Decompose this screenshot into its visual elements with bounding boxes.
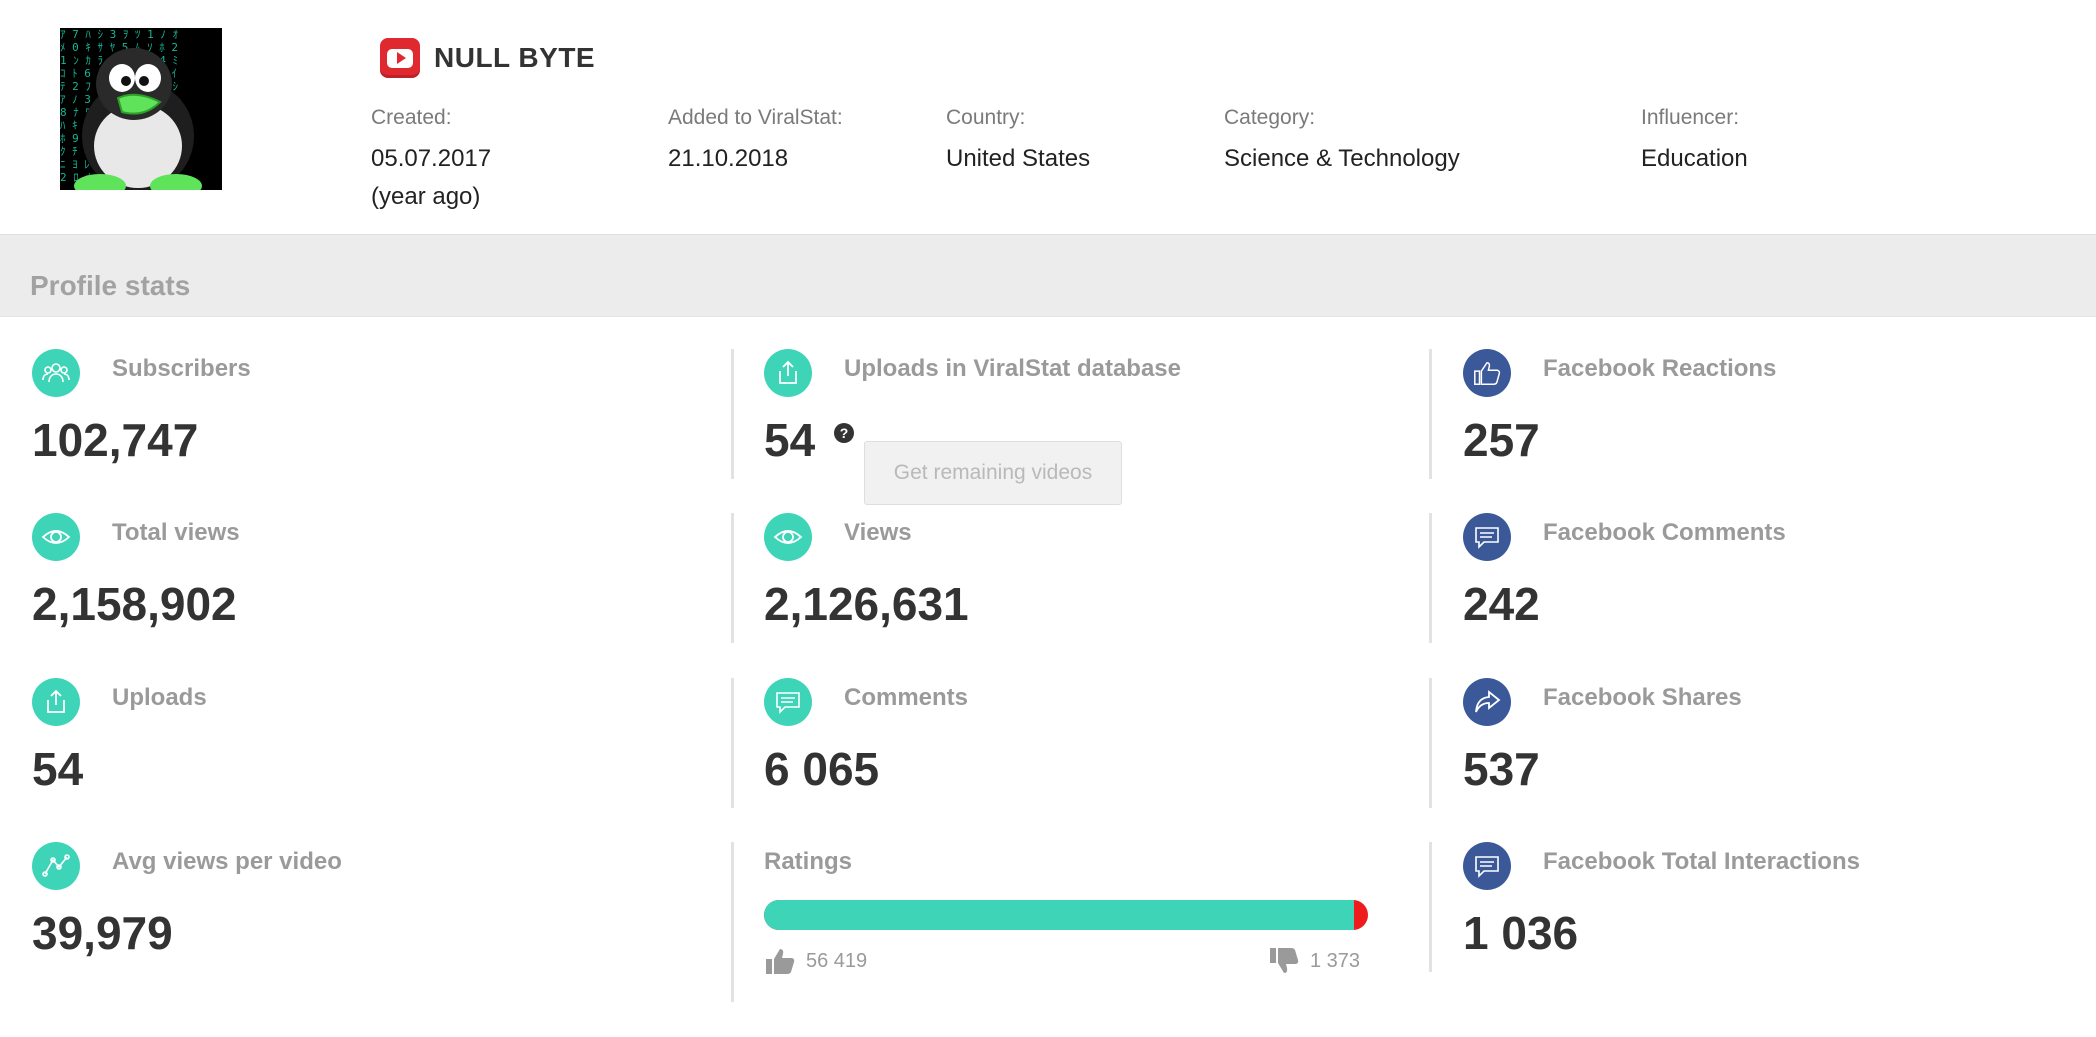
meta-label: Influencer: xyxy=(1641,106,1740,129)
meta-value: Science & Technology xyxy=(1224,145,1460,172)
share-icon xyxy=(1463,678,1511,726)
column-divider xyxy=(731,349,734,479)
comment-icon xyxy=(764,678,812,726)
trend-line-icon xyxy=(32,842,80,890)
ratings-label: Ratings xyxy=(764,848,853,875)
stat-value: 257 xyxy=(1463,414,1540,466)
stat-label: Facebook Shares xyxy=(1543,684,1742,711)
meta-value: 05.07.2017 xyxy=(371,145,492,172)
meta-country: Country: United States xyxy=(946,106,1090,178)
stat-value: 39,979 xyxy=(32,907,173,959)
youtube-icon[interactable] xyxy=(380,38,420,78)
eye-icon xyxy=(32,513,80,561)
stat-label: Avg views per video xyxy=(112,848,342,875)
stat-label: Uploads xyxy=(112,684,207,711)
stat-value: 54 xyxy=(32,743,84,795)
stat-value: 1 036 xyxy=(1463,907,1579,959)
comment-icon xyxy=(1463,513,1511,561)
meta-label: Category: xyxy=(1224,106,1316,129)
stat-value: 6 065 xyxy=(764,743,880,795)
ratings-bar xyxy=(764,900,1368,930)
thumbs-down-icon xyxy=(1269,948,1299,973)
channel-avatar[interactable]: ｱ 7 ﾊ ｼ 3 ｦ ﾂ 1 ﾉ ｵ ﾒ 0 ｷ ｻ ﾔ 5 ﾑ ｿ ﾎ 2 … xyxy=(60,28,222,190)
stat-label: Comments xyxy=(844,684,969,711)
comment-icon xyxy=(1463,842,1511,890)
meta-influencer: Influencer: Education xyxy=(1641,106,1748,178)
column-divider xyxy=(731,678,734,808)
penguin-icon xyxy=(74,48,202,190)
eye-icon xyxy=(764,513,812,561)
stat-value: 54 xyxy=(764,414,816,466)
stat-label: Facebook Comments xyxy=(1543,519,1786,546)
profile-stats-heading: Profile stats xyxy=(30,270,191,301)
stat-label: Uploads in ViralStat database xyxy=(844,355,1181,382)
meta-subvalue: (year ago) xyxy=(371,183,481,210)
profile-stats-card: Subscribers 102,747 Total views 2,158,90… xyxy=(0,316,2096,1037)
stat-value: 2,158,902 xyxy=(32,578,237,630)
meta-added: Added to ViralStat: 21.10.2018 xyxy=(668,106,843,178)
meta-created: Created: 05.07.2017 (year ago) xyxy=(371,106,491,216)
ratings-counts: 56 419 1 373 xyxy=(764,946,1360,976)
column-divider xyxy=(1429,513,1432,643)
stat-label: Subscribers xyxy=(112,355,251,382)
thumbs-up-icon xyxy=(766,949,795,974)
stat-value: 2,126,631 xyxy=(764,578,969,630)
column-divider xyxy=(731,842,734,1002)
stat-value: 102,747 xyxy=(32,414,199,466)
ratings-like-fill xyxy=(764,900,1354,930)
column-divider xyxy=(1429,349,1432,479)
meta-value: United States xyxy=(946,145,1091,172)
meta-label: Created: xyxy=(371,106,452,129)
dislikes-count: 1 373 xyxy=(1309,949,1360,972)
meta-value: Education xyxy=(1641,145,1748,172)
column-divider xyxy=(1429,842,1432,972)
meta-label: Country: xyxy=(946,106,1026,129)
help-icon[interactable]: ? xyxy=(834,423,854,443)
stat-label: Facebook Total Interactions xyxy=(1543,848,1860,875)
channel-name[interactable]: NULL BYTE xyxy=(434,42,596,73)
get-remaining-videos-button[interactable]: Get remaining videos xyxy=(864,441,1122,505)
channel-header: ｱ 7 ﾊ ｼ 3 ｦ ﾂ 1 ﾉ ｵ ﾒ 0 ｷ ｻ ﾔ 5 ﾑ ｿ ﾎ 2 … xyxy=(0,0,2096,235)
column-divider xyxy=(1429,678,1432,808)
stat-label: Facebook Reactions xyxy=(1543,355,1777,382)
column-divider xyxy=(731,513,734,643)
channel-title-row: NULL BYTE xyxy=(380,38,595,78)
stat-label: Total views xyxy=(112,519,240,546)
upload-icon xyxy=(764,349,812,397)
subscribers-icon xyxy=(32,349,80,397)
meta-value: 21.10.2018 xyxy=(668,145,789,172)
stat-label: Views xyxy=(844,519,912,546)
likes-count: 56 419 xyxy=(806,949,868,972)
upload-icon xyxy=(32,678,80,726)
thumbs-up-icon xyxy=(1463,349,1511,397)
stat-value: 537 xyxy=(1463,743,1540,795)
stat-value: 242 xyxy=(1463,578,1540,630)
meta-label: Added to ViralStat: xyxy=(668,106,843,129)
meta-category: Category: Science & Technology xyxy=(1224,106,1460,178)
